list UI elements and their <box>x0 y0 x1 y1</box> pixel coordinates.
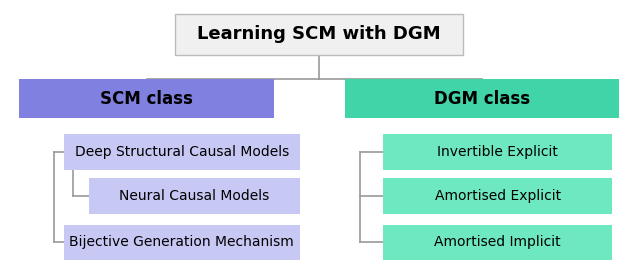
Text: DGM class: DGM class <box>434 90 530 108</box>
Text: Deep Structural Causal Models: Deep Structural Causal Models <box>75 145 289 159</box>
FancyBboxPatch shape <box>175 14 463 55</box>
Text: SCM class: SCM class <box>100 90 193 108</box>
FancyBboxPatch shape <box>383 134 612 170</box>
Text: Learning SCM with DGM: Learning SCM with DGM <box>197 25 441 43</box>
Text: Invertible Explicit: Invertible Explicit <box>437 145 558 159</box>
FancyBboxPatch shape <box>64 134 300 170</box>
FancyBboxPatch shape <box>383 178 612 214</box>
Text: Neural Causal Models: Neural Causal Models <box>119 189 270 203</box>
FancyBboxPatch shape <box>345 79 619 118</box>
FancyBboxPatch shape <box>64 225 300 260</box>
FancyBboxPatch shape <box>383 225 612 260</box>
Text: Bijective Generation Mechanism: Bijective Generation Mechanism <box>70 235 294 250</box>
Text: Amortised Explicit: Amortised Explicit <box>434 189 561 203</box>
FancyBboxPatch shape <box>19 79 274 118</box>
Text: Amortised Implicit: Amortised Implicit <box>434 235 561 250</box>
FancyBboxPatch shape <box>89 178 300 214</box>
